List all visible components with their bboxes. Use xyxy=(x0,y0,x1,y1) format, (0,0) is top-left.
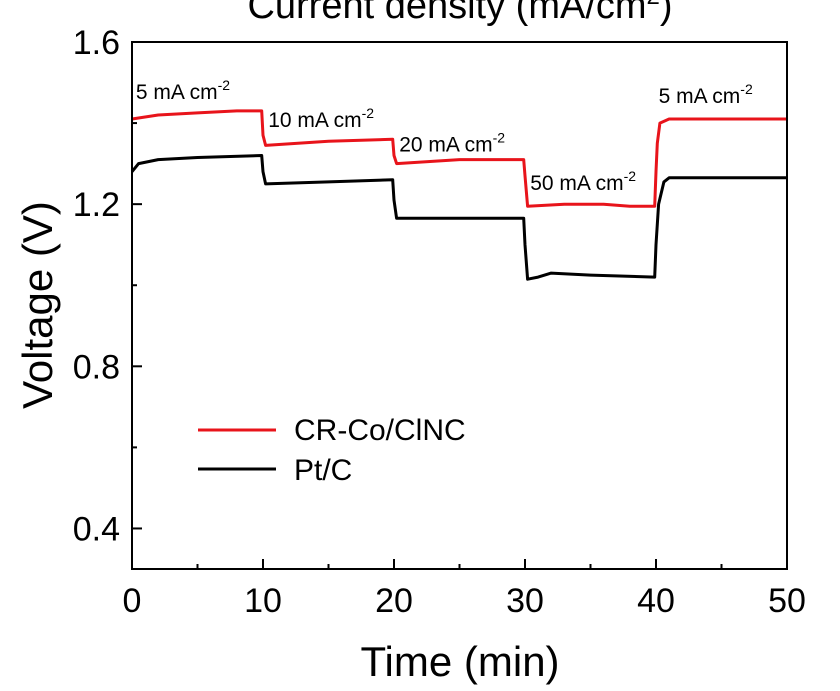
x-tick-label: 40 xyxy=(637,582,675,620)
series-layer xyxy=(130,109,787,281)
current-density-label: 5 mA cm-2 xyxy=(136,77,230,104)
legend-label-pt-c: Pt/C xyxy=(294,454,352,487)
chart-title: Current density (mA/cm2) xyxy=(247,0,672,27)
tick-layer: 0 10 20 30 40 50 0.4 0.8 1.2 1.6 xyxy=(73,24,806,620)
y-tick-label: 0.4 xyxy=(73,510,120,548)
x-tick-label: 30 xyxy=(506,582,544,620)
legend-label-cr-co-clnc: CR-Co/ClNC xyxy=(294,414,466,447)
series-line-pt-c xyxy=(130,154,787,281)
x-tick-label: 50 xyxy=(768,582,806,620)
x-axis-title: Time (min) xyxy=(360,638,559,685)
y-axis-title: Voltage (V) xyxy=(14,201,61,409)
current-density-label: 20 mA cm-2 xyxy=(399,129,505,156)
series-line-cr-co-clnc xyxy=(131,109,787,208)
current-density-label: 50 mA cm-2 xyxy=(530,168,636,195)
plot-frame xyxy=(131,41,788,570)
current-density-label: 5 mA cm-2 xyxy=(659,81,753,108)
y-tick-label: 1.6 xyxy=(73,24,120,62)
x-tick-label: 10 xyxy=(244,582,282,620)
current-density-label: 10 mA cm-2 xyxy=(268,105,374,132)
x-tick-label: 20 xyxy=(375,582,413,620)
legend: CR-Co/ClNC Pt/C xyxy=(198,414,466,487)
annotation-layer: 5 mA cm-2 10 mA cm-2 20 mA cm-2 50 mA cm-2 5… xyxy=(136,77,753,195)
y-tick-label: 1.2 xyxy=(73,186,120,224)
x-tick-label: 0 xyxy=(123,582,142,620)
y-tick-label: 0.8 xyxy=(73,348,120,386)
